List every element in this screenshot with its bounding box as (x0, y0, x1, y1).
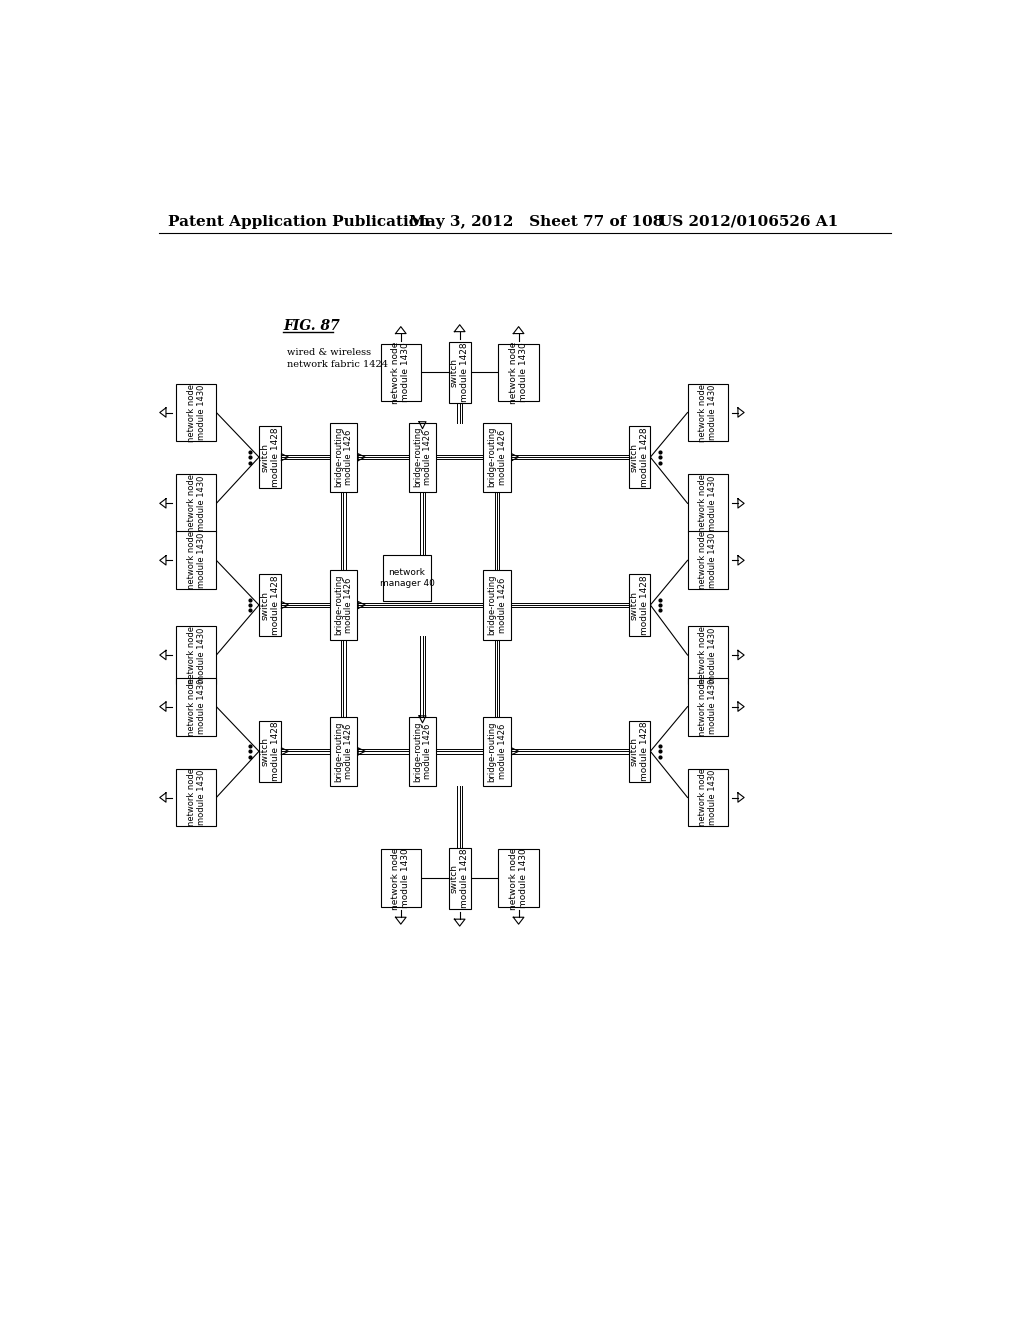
Text: network node
module 1430: network node module 1430 (186, 677, 206, 735)
Text: bridge-routing
module 1426: bridge-routing module 1426 (334, 426, 353, 487)
Text: switch
module 1428: switch module 1428 (260, 428, 280, 487)
Text: bridge-routing
module 1426: bridge-routing module 1426 (334, 721, 353, 781)
Bar (176, 384, 216, 441)
Text: network node
module 1430: network node module 1430 (698, 474, 718, 532)
Bar (483, 570, 511, 640)
Bar (483, 422, 511, 492)
Bar (483, 717, 511, 785)
Bar (259, 721, 281, 781)
Text: network node
module 1430: network node module 1430 (391, 342, 411, 404)
Text: network node
module 1430: network node module 1430 (186, 768, 206, 826)
Text: network node
module 1430: network node module 1430 (698, 626, 718, 684)
Text: network node
module 1430: network node module 1430 (698, 677, 718, 735)
Text: switch
module 1428: switch module 1428 (450, 849, 469, 908)
Text: network node
module 1430: network node module 1430 (698, 532, 718, 589)
Bar (330, 570, 357, 640)
Text: network node
module 1430: network node module 1430 (186, 474, 206, 532)
Text: switch
module 1428: switch module 1428 (630, 576, 649, 635)
Bar (409, 422, 436, 492)
Bar (176, 626, 216, 684)
Text: US 2012/0106526 A1: US 2012/0106526 A1 (658, 215, 838, 228)
Text: bridge-routing
module 1426: bridge-routing module 1426 (487, 721, 507, 781)
Text: bridge-routing
module 1426: bridge-routing module 1426 (413, 721, 432, 781)
Text: switch
module 1428: switch module 1428 (260, 576, 280, 635)
Bar (687, 474, 728, 532)
Bar (259, 574, 281, 636)
Text: wired & wireless: wired & wireless (287, 348, 371, 356)
Bar (381, 850, 421, 907)
Bar (330, 717, 357, 785)
Bar (629, 721, 650, 781)
Text: bridge-routing
module 1426: bridge-routing module 1426 (487, 426, 507, 487)
Text: switch
module 1428: switch module 1428 (630, 722, 649, 781)
Text: bridge-routing
module 1426: bridge-routing module 1426 (487, 574, 507, 635)
Text: switch
module 1428: switch module 1428 (630, 428, 649, 487)
Bar (176, 532, 216, 589)
Bar (499, 850, 539, 907)
Text: network node
module 1430: network node module 1430 (698, 768, 718, 826)
Text: bridge-routing
module 1426: bridge-routing module 1426 (334, 574, 353, 635)
Text: network fabric 1424: network fabric 1424 (287, 360, 388, 370)
Bar (409, 717, 436, 785)
Bar (259, 426, 281, 488)
Text: May 3, 2012   Sheet 77 of 108: May 3, 2012 Sheet 77 of 108 (410, 215, 664, 228)
Bar (687, 677, 728, 735)
Bar (687, 384, 728, 441)
Text: network
manager 40: network manager 40 (380, 569, 434, 587)
Bar (687, 532, 728, 589)
Text: network node
module 1430: network node module 1430 (509, 847, 528, 909)
Text: Patent Application Publication: Patent Application Publication (168, 215, 430, 228)
Text: switch
module 1428: switch module 1428 (260, 722, 280, 781)
Text: network node
module 1430: network node module 1430 (509, 342, 528, 404)
Text: network node
module 1430: network node module 1430 (698, 384, 718, 441)
Bar (176, 677, 216, 735)
Text: FIG. 87: FIG. 87 (283, 319, 340, 333)
Bar (449, 342, 471, 404)
Bar (687, 626, 728, 684)
Text: network node
module 1430: network node module 1430 (391, 847, 411, 909)
Text: bridge-routing
module 1426: bridge-routing module 1426 (413, 426, 432, 487)
Bar (687, 768, 728, 826)
Text: network node
module 1430: network node module 1430 (186, 626, 206, 684)
Text: switch
module 1428: switch module 1428 (450, 343, 469, 403)
Bar (381, 343, 421, 401)
Bar (330, 422, 357, 492)
Bar (499, 343, 539, 401)
Bar (629, 426, 650, 488)
Bar (449, 847, 471, 909)
Bar (176, 768, 216, 826)
Bar (629, 574, 650, 636)
Bar (176, 474, 216, 532)
Bar (383, 554, 431, 601)
Text: network node
module 1430: network node module 1430 (186, 384, 206, 441)
Text: network node
module 1430: network node module 1430 (186, 532, 206, 589)
